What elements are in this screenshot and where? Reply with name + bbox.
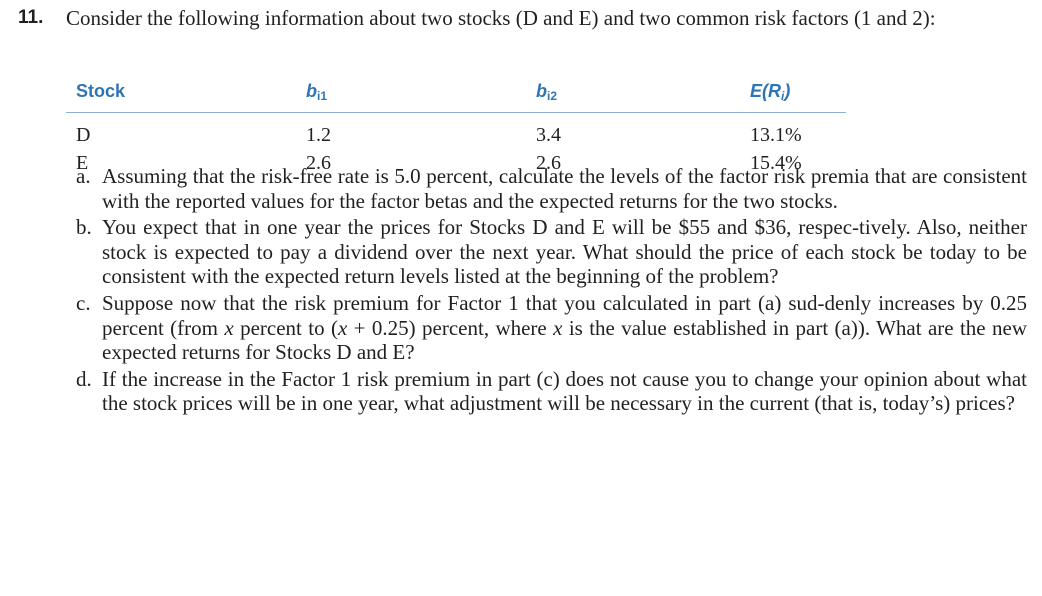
cell-expected-return: 15.4% — [750, 152, 802, 174]
question-parts: a. Assuming that the risk-free rate is 5… — [76, 164, 1027, 418]
table-row: E 2.6 2.6 15.4% — [66, 149, 846, 177]
table-body: D 1.2 3.4 13.1% E 2.6 2.6 15.4% — [66, 121, 846, 177]
part-text: You expect that in one year the prices f… — [102, 215, 1027, 289]
question-intro: Consider the following information about… — [66, 6, 936, 30]
header-stock: Stock — [76, 81, 126, 101]
part-label: a. — [76, 164, 91, 188]
header-rule — [66, 112, 846, 113]
question-number: 11. — [18, 7, 44, 28]
cell-expected-return: 13.1% — [750, 124, 802, 146]
part-text: Assuming that the risk-free rate is 5.0 … — [102, 164, 1027, 213]
part-label: c. — [76, 290, 91, 315]
part-c: c. Suppose now that the risk premium for… — [76, 290, 1027, 365]
part-label: b. — [76, 215, 92, 240]
factor-table: Stock bi1 bi2 E(Ri) D 1.2 3.4 13.1% E 2.… — [66, 78, 846, 174]
header-expected-return: E(Ri) — [750, 81, 791, 103]
part-text: If the increase in the Factor 1 risk pre… — [102, 366, 1027, 416]
cell-beta-2: 2.6 — [536, 152, 561, 174]
part-text: Suppose now that the risk premium for Fa… — [102, 290, 1027, 365]
cell-beta-2: 3.4 — [536, 124, 561, 146]
part-d: d. If the increase in the Factor 1 risk … — [76, 366, 1027, 416]
header-beta-1: bi1 — [306, 81, 328, 103]
cell-beta-1: 2.6 — [306, 152, 331, 174]
part-label: d. — [76, 366, 92, 391]
cell-beta-1: 1.2 — [306, 124, 331, 146]
table-header: Stock bi1 bi2 E(Ri) — [66, 78, 846, 113]
cell-stock: D — [76, 124, 91, 146]
table-row: D 1.2 3.4 13.1% — [66, 121, 846, 149]
cell-stock: E — [76, 152, 89, 174]
header-beta-2: bi2 — [536, 81, 558, 103]
part-a: a. Assuming that the risk-free rate is 5… — [76, 164, 1027, 213]
part-b: b. You expect that in one year the price… — [76, 215, 1027, 289]
